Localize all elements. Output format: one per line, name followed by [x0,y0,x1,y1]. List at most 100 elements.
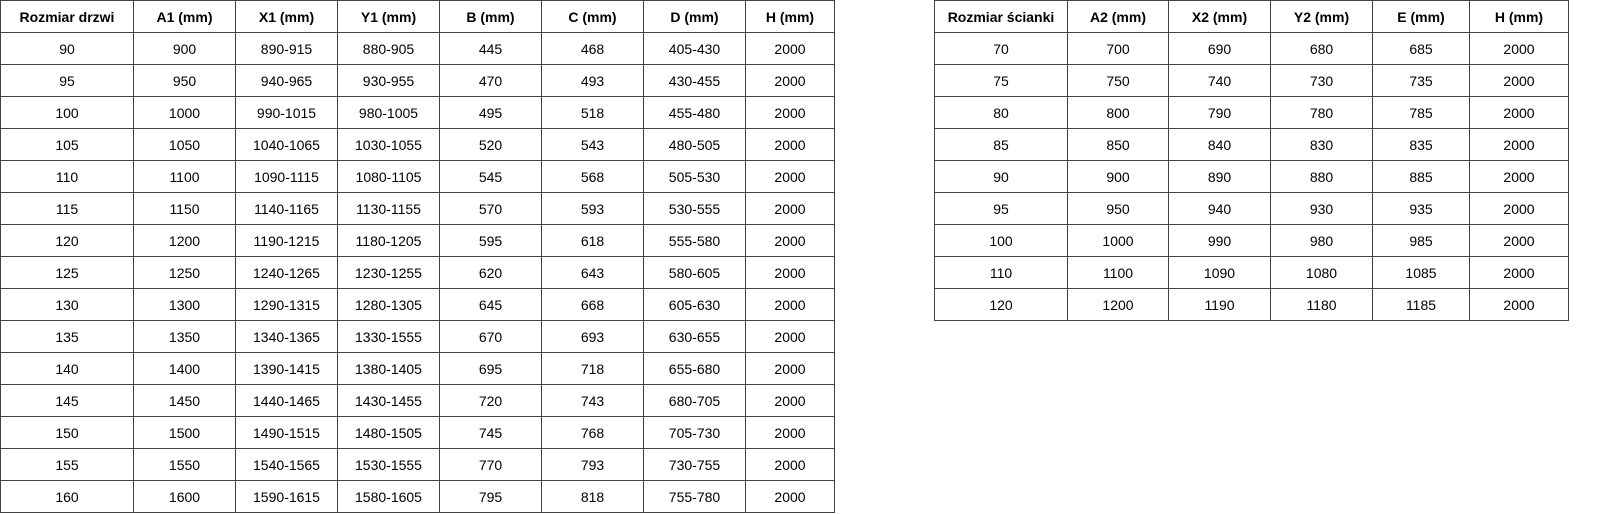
table-cell: 135 [0,320,134,353]
table-row: 90 900 890-915 880-905 445 468 405-430 2000 [0,32,835,65]
table-row: 90 900 890 880 885 2000 [934,160,1569,193]
table-cell: 1200 [1067,288,1169,321]
table-cell: 120 [934,288,1068,321]
table-cell: 568 [541,160,644,193]
table-cell: 1100 [1067,256,1169,289]
table-cell: 830 [1270,128,1373,161]
table-cell: 880-905 [337,32,440,65]
table-row: 145 1450 1440-1465 1430-1455 720 743 680-705 20… [0,384,835,417]
table-row: 95 950 940 930 935 2000 [934,192,1569,225]
column-header: E (mm) [1372,0,1470,33]
table-cell: 1085 [1372,256,1470,289]
table-cell: 80 [934,96,1068,129]
table-cell: 940 [1168,192,1271,225]
table-cell: 1080-1105 [337,160,440,193]
table-cell: 145 [0,384,134,417]
table-cell: 1600 [133,480,236,513]
table-cell: 1090-1115 [235,160,338,193]
table-cell: 1000 [1067,224,1169,257]
table-cell: 1040-1065 [235,128,338,161]
table-cell: 800 [1067,96,1169,129]
table-cell: 695 [439,352,542,385]
table-cell: 750 [1067,64,1169,97]
table-cell: 950 [1067,192,1169,225]
column-header: D (mm) [643,0,746,33]
table-cell: 110 [934,256,1068,289]
table-row: 80 800 790 780 785 2000 [934,96,1569,129]
table-cell: 95 [934,192,1068,225]
table-cell: 985 [1372,224,1470,257]
table-cell: 1100 [133,160,236,193]
table-cell: 2000 [745,96,835,129]
table-cell: 2000 [1469,128,1569,161]
table-cell: 1540-1565 [235,448,338,481]
table-cell: 693 [541,320,644,353]
table-cell: 1190 [1168,288,1271,321]
table-cell: 1390-1415 [235,352,338,385]
table-cell: 1300 [133,288,236,321]
table-cell: 2000 [1469,288,1569,321]
table-cell: 730-755 [643,448,746,481]
table-cell: 785 [1372,96,1470,129]
table-cell: 605-630 [643,288,746,321]
table-cell: 85 [934,128,1068,161]
table-row: 120 1200 1190-1215 1180-1205 595 618 555-580 20… [0,224,835,257]
table-cell: 2000 [1469,224,1569,257]
table-cell: 2000 [1469,160,1569,193]
table-cell: 140 [0,352,134,385]
table-cell: 480-505 [643,128,746,161]
table-cell: 2000 [745,128,835,161]
table-cell: 70 [934,32,1068,65]
table-cell: 685 [1372,32,1470,65]
table-cell: 405-430 [643,32,746,65]
table-row: 135 1350 1340-1365 1330-1555 670 693 630-655 20… [0,320,835,353]
table-cell: 1090 [1168,256,1271,289]
table-cell: 110 [0,160,134,193]
column-header: Y1 (mm) [337,0,440,33]
table-cell: 795 [439,480,542,513]
table-cell: 1550 [133,448,236,481]
table-cell: 740 [1168,64,1271,97]
table-cell: 743 [541,384,644,417]
table-row: 85 850 840 830 835 2000 [934,128,1569,161]
table-cell: 493 [541,64,644,97]
table-cell: 620 [439,256,542,289]
table-cell: 1240-1265 [235,256,338,289]
table-cell: 790 [1168,96,1271,129]
table-cell: 2000 [1469,32,1569,65]
table-cell: 735 [1372,64,1470,97]
table-cell: 980 [1270,224,1373,257]
table-cell: 793 [541,448,644,481]
table-cell: 2000 [745,448,835,481]
table-cell: 495 [439,96,542,129]
table-cell: 505-530 [643,160,746,193]
table-cell: 990 [1168,224,1271,257]
table-cell: 1140-1165 [235,192,338,225]
table-cell: 100 [934,224,1068,257]
column-header: H (mm) [745,0,835,33]
table-cell: 530-555 [643,192,746,225]
table-cell: 150 [0,416,134,449]
table-row: 125 1250 1240-1265 1230-1255 620 643 580-605 20… [0,256,835,289]
column-header: A2 (mm) [1067,0,1169,33]
table-cell: 545 [439,160,542,193]
table-cell: 455-480 [643,96,746,129]
table-cell: 470 [439,64,542,97]
header-row: Rozmiar drzwi A1 (mm) X1 (mm) Y1 (mm) B (mm)… [0,0,835,33]
table-row: 140 1400 1390-1415 1380-1405 695 718 655-680 20… [0,352,835,385]
table-cell: 2000 [745,288,835,321]
table-cell: 745 [439,416,542,449]
table-cell: 655-680 [643,352,746,385]
table-cell: 643 [541,256,644,289]
table-cell: 90 [0,32,134,65]
header-row: Rozmiar ścianki A2 (mm) X2 (mm) Y2 (mm) E (m… [934,0,1569,33]
table-cell: 130 [0,288,134,321]
table-cell: 95 [0,64,134,97]
door-sizes-table: Rozmiar drzwi A1 (mm) X1 (mm) Y1 (mm) B (mm)… [0,0,835,513]
table-cell: 700 [1067,32,1169,65]
table-row: 100 1000 990-1015 980-1005 495 518 455-480 2000 [0,96,835,129]
table-cell: 75 [934,64,1068,97]
table-cell: 1030-1055 [337,128,440,161]
table-cell: 900 [133,32,236,65]
table-cell: 1530-1555 [337,448,440,481]
